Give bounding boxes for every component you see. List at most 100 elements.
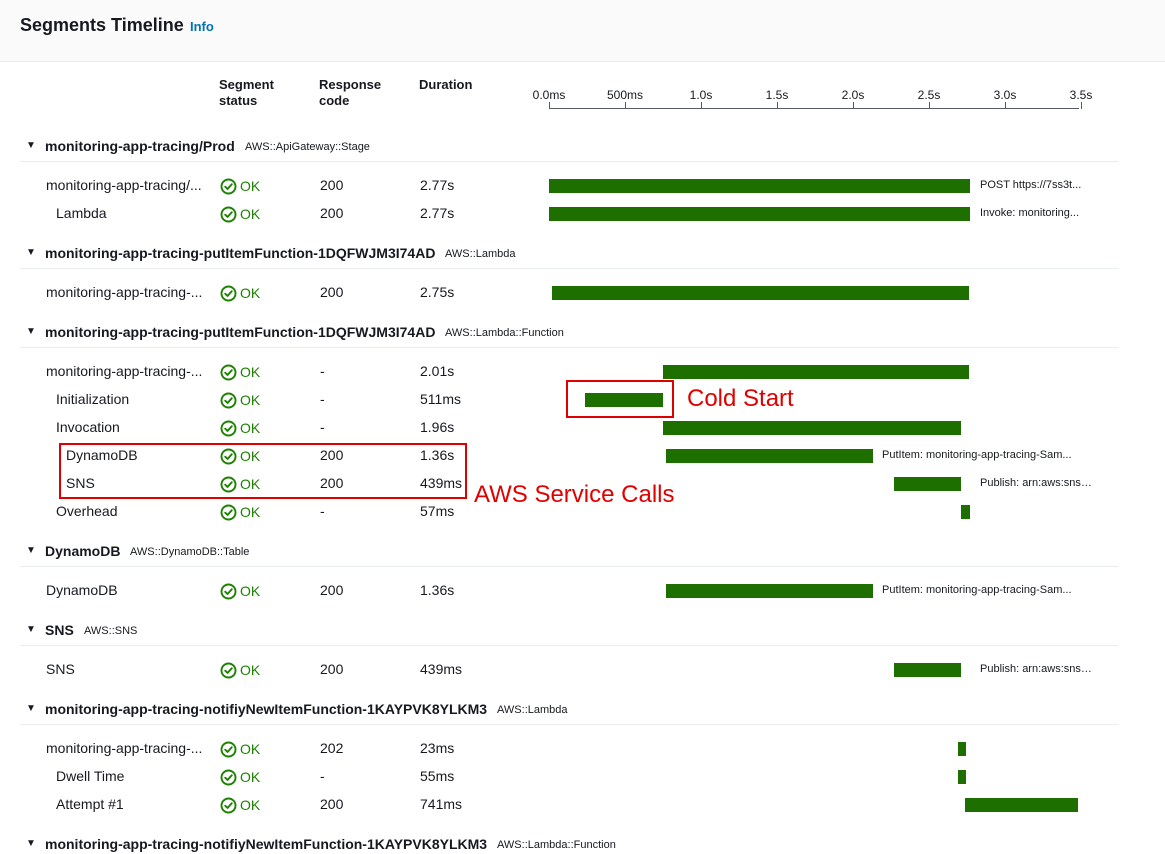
segment-group-header[interactable]: ▼ monitoring-app-tracing-notifiyNewItemFu… [20, 830, 1118, 854]
status-text: OK [240, 662, 261, 678]
segment-row[interactable]: Initialization OK - 511ms [20, 386, 1118, 414]
timeline-bar[interactable] [965, 798, 1079, 812]
segment-group-header[interactable]: ▼ monitoring-app-tracing-putItemFunction-… [20, 239, 1118, 269]
timeline-bar[interactable] [666, 449, 873, 463]
status-text: OK [240, 741, 261, 757]
segment-row[interactable]: Overhead OK - 57ms [20, 498, 1118, 526]
timeline-bar[interactable] [894, 663, 961, 677]
segment-row[interactable]: monitoring-app-tracing-... OK 200 2.75s [20, 279, 1118, 307]
timeline-bar[interactable] [549, 207, 971, 221]
axis-line [549, 108, 1079, 109]
status-text: OK [240, 583, 261, 599]
response-code: 200 [320, 177, 344, 193]
timeline-bar[interactable] [552, 286, 969, 300]
segment-group-name: monitoring-app-tracing/Prod [45, 138, 235, 154]
segment-status: OK [220, 502, 260, 522]
segment-status: OK [220, 446, 260, 466]
segment-name[interactable]: DynamoDB [46, 582, 118, 598]
caret-down-icon[interactable]: ▼ [26, 838, 36, 849]
segment-name[interactable]: SNS [46, 661, 75, 677]
axis-tick-label: 0.0ms [532, 88, 566, 102]
axis-tick-label: 3.0s [993, 88, 1017, 102]
segment-row[interactable]: Lambda OK 200 2.77s Invoke: monitoring... [20, 200, 1118, 228]
response-code: 200 [320, 475, 344, 491]
segment-row[interactable]: DynamoDB OK 200 1.36s PutItem: monitoring-ap… [20, 577, 1118, 605]
timeline-bar[interactable] [663, 365, 969, 379]
segment-name[interactable]: Dwell Time [56, 768, 125, 784]
timeline-bar-label: Publish: arn:aws:sns:s... [980, 663, 1092, 675]
caret-down-icon[interactable]: ▼ [26, 545, 36, 556]
segment-name[interactable]: Overhead [56, 503, 118, 519]
status-text: OK [240, 797, 261, 813]
segment-row[interactable]: DynamoDB OK 200 1.36s PutItem: monitoring-ap… [20, 442, 1118, 470]
segment-name[interactable]: Invocation [56, 419, 120, 435]
segment-group-name: SNS [45, 622, 74, 638]
segment-status: OK [220, 739, 260, 759]
timeline-bar[interactable] [960, 505, 970, 519]
segment-status: OK [220, 204, 260, 224]
segment-group-name: monitoring-app-tracing-putItemFunction-1… [45, 324, 436, 340]
caret-down-icon[interactable]: ▼ [26, 247, 36, 258]
column-header-segment-status-line2: status [219, 93, 258, 108]
column-header-duration[interactable]: Duration [419, 77, 473, 92]
response-code: - [320, 419, 325, 435]
timeline-bar[interactable] [957, 742, 966, 756]
segment-row[interactable]: Dwell Time OK - 55ms [20, 763, 1118, 791]
timeline-bar[interactable] [663, 421, 961, 435]
segment-duration: 55ms [420, 768, 455, 784]
check-circle-icon [220, 741, 237, 758]
segment-row[interactable]: Invocation OK - 1.96s [20, 414, 1118, 442]
segment-group-header[interactable]: ▼ DynamoDB AWS::DynamoDB::Table [20, 537, 1118, 567]
segment-group-header[interactable]: ▼ SNS AWS::SNS [20, 616, 1118, 646]
segment-row[interactable]: SNS OK 200 439ms Publish: arn:aws:sns:s... [20, 470, 1118, 498]
segment-name[interactable]: Initialization [56, 391, 130, 407]
segment-duration: 439ms [420, 475, 463, 491]
response-code: 200 [320, 284, 344, 300]
segment-name[interactable]: monitoring-app-tracing-... [46, 740, 203, 756]
caret-down-icon[interactable]: ▼ [26, 140, 36, 151]
timeline-bar[interactable] [894, 477, 961, 491]
segment-status: OK [220, 660, 260, 680]
check-circle-icon [220, 662, 237, 679]
timeline-bar[interactable] [957, 770, 967, 784]
column-header-segment-status[interactable]: Segment status [219, 77, 274, 109]
segment-name[interactable]: Attempt #1 [56, 796, 124, 812]
caret-down-icon[interactable]: ▼ [26, 703, 36, 714]
segment-row[interactable]: SNS OK 200 439ms Publish: arn:aws:sns:s... [20, 656, 1118, 684]
check-circle-icon [220, 364, 237, 381]
timeline-bar[interactable] [585, 393, 664, 407]
timeline-bar[interactable] [666, 584, 873, 598]
timeline-bar[interactable] [549, 179, 971, 193]
segment-name[interactable]: monitoring-app-tracing-... [46, 284, 203, 300]
segment-group-header[interactable]: ▼ monitoring-app-tracing-notifiyNewItemFu… [20, 695, 1118, 725]
segment-name[interactable]: Lambda [56, 205, 107, 221]
axis-tick-label: 2.5s [917, 88, 941, 102]
segment-row[interactable]: monitoring-app-tracing-... OK 202 23ms [20, 735, 1118, 763]
status-text: OK [240, 285, 261, 301]
check-circle-icon [220, 420, 237, 437]
cold-start-highlight-box [566, 380, 674, 418]
response-code: - [320, 391, 325, 407]
axis-tick-mark [777, 102, 778, 109]
segment-status: OK [220, 767, 260, 787]
segment-duration: 1.36s [420, 582, 455, 598]
segment-group-header[interactable]: ▼ monitoring-app-tracing-putItemFunction-… [20, 318, 1118, 348]
status-text: OK [240, 364, 261, 380]
axis-tick-mark [549, 102, 550, 109]
status-text: OK [240, 420, 261, 436]
column-header-response-code[interactable]: Response code [319, 77, 381, 109]
info-link[interactable]: Info [190, 19, 214, 34]
status-text: OK [240, 448, 261, 464]
segment-group-name: DynamoDB [45, 543, 121, 559]
caret-down-icon[interactable]: ▼ [26, 326, 36, 337]
segment-name[interactable]: monitoring-app-tracing/... [46, 177, 202, 193]
segment-duration: 741ms [420, 796, 463, 812]
segment-group-header[interactable]: ▼ monitoring-app-tracing/Prod AWS::ApiGate… [20, 132, 1118, 162]
response-code: - [320, 503, 325, 519]
segment-row[interactable]: monitoring-app-tracing/... OK 200 2.77s POST… [20, 172, 1118, 200]
check-circle-icon [220, 797, 237, 814]
segment-row[interactable]: Attempt #1 OK 200 741ms [20, 791, 1118, 819]
segment-name[interactable]: monitoring-app-tracing-... [46, 363, 203, 379]
segment-row[interactable]: monitoring-app-tracing-... OK - 2.01s [20, 358, 1118, 386]
caret-down-icon[interactable]: ▼ [26, 624, 36, 635]
